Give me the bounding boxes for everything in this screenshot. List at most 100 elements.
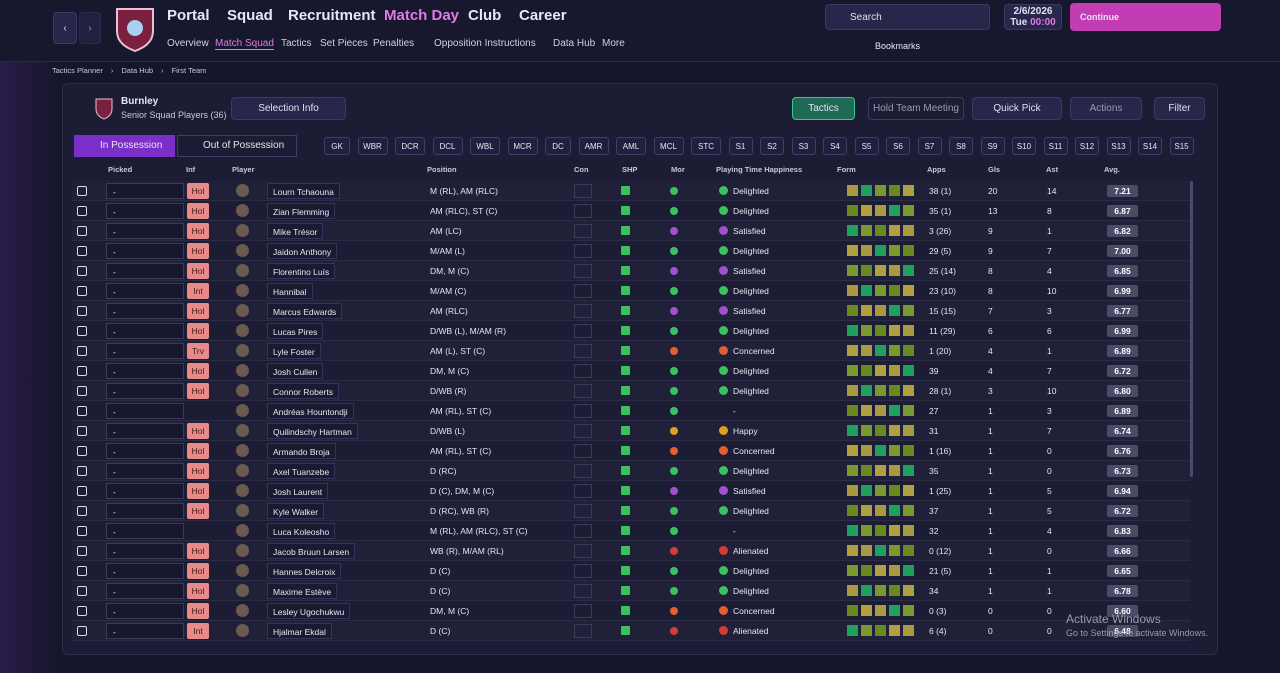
player-row[interactable]: - Hol Kyle Walker D (RC), WB (R) Delighted 37… xyxy=(72,501,1190,521)
menu-item[interactable]: Portal xyxy=(167,7,210,24)
player-name[interactable]: Lucas Pires xyxy=(267,323,324,339)
picked-select[interactable]: - xyxy=(106,443,184,459)
position-tab[interactable]: S4 xyxy=(823,137,847,155)
checkbox[interactable] xyxy=(77,326,87,336)
tab-active[interactable]: In Possession xyxy=(74,135,175,157)
checkbox[interactable] xyxy=(77,566,87,576)
menu-item[interactable]: Recruitment xyxy=(288,7,376,24)
player-name[interactable]: Connor Roberts xyxy=(267,383,340,399)
checkbox[interactable] xyxy=(77,446,87,456)
menu-item[interactable]: Career xyxy=(519,7,567,24)
player-row[interactable]: - Hol Josh Laurent D (C), DM, M (C) Satisfie… xyxy=(72,481,1190,501)
position-tab[interactable]: S3 xyxy=(791,137,816,155)
submenu-item[interactable]: Overview xyxy=(167,38,209,49)
checkbox[interactable] xyxy=(77,266,87,276)
player-name[interactable]: Axel Tuanzebe xyxy=(267,463,336,479)
player-name[interactable]: Lesley Ugochukwu xyxy=(267,603,351,619)
player-name[interactable]: Hjalmar Ekdal xyxy=(267,623,332,639)
checkbox[interactable] xyxy=(77,526,87,536)
submenu-item[interactable]: More xyxy=(602,38,625,49)
picked-select[interactable]: - xyxy=(106,343,184,359)
player-name[interactable]: Andréas Hountondji xyxy=(267,403,354,419)
player-name[interactable]: Jacob Bruun Larsen xyxy=(267,543,356,559)
checkbox[interactable] xyxy=(77,626,87,636)
picked-select[interactable]: - xyxy=(106,603,184,619)
picked-select[interactable]: - xyxy=(106,323,184,339)
picked-select[interactable]: - xyxy=(106,503,184,519)
bookmarks[interactable]: Bookmarks xyxy=(875,41,921,51)
tab[interactable]: Out of Possession xyxy=(177,135,297,157)
player-name[interactable]: Kyle Walker xyxy=(267,503,325,519)
checkbox[interactable] xyxy=(77,506,87,516)
checkbox[interactable] xyxy=(77,486,87,496)
back-button[interactable]: ‹ xyxy=(53,12,77,44)
position-tab[interactable]: S13 xyxy=(1106,137,1131,155)
player-row[interactable]: - Hol Mike Trésor AM (LC) Satisfied 3 (26) 9 1 6… xyxy=(72,221,1190,241)
player-row[interactable]: - Hol Armando Broja AM (RL), ST (C) Concerne… xyxy=(72,441,1190,461)
player-row[interactable]: - Hol Quilindschy Hartman D/WB (L) Happy 31 1 7… xyxy=(72,421,1190,441)
player-row[interactable]: - Andréas Hountondji AM (RL), ST (C) - 27 1 3 6… xyxy=(72,401,1190,421)
hold-meeting-button[interactable]: Hold Team Meeting xyxy=(868,97,964,120)
checkbox[interactable] xyxy=(77,306,87,316)
player-name[interactable]: Josh Cullen xyxy=(267,363,324,379)
checkbox[interactable] xyxy=(77,546,87,556)
player-row[interactable]: - Hol Maxime Estève D (C) Delighted 34 1 1 6.78 xyxy=(72,581,1190,601)
position-tab[interactable]: S1 xyxy=(728,137,753,155)
player-name[interactable]: Hannibal xyxy=(267,283,313,299)
quick-pick-button[interactable]: Quick Pick xyxy=(972,97,1062,120)
picked-select[interactable]: - xyxy=(106,283,184,299)
checkbox[interactable] xyxy=(77,406,87,416)
player-row[interactable]: - Hol Jaidon Anthony M/AM (L) Delighted 29 (5… xyxy=(72,241,1190,261)
checkbox[interactable] xyxy=(77,286,87,296)
player-row[interactable]: - Hol Lucas Pires D/WB (L), M/AM (R) Delight… xyxy=(72,321,1190,341)
player-row[interactable]: - Trv Lyle Foster AM (L), ST (C) Concerned 1 … xyxy=(72,341,1190,361)
picked-select[interactable]: - xyxy=(106,463,184,479)
actions-button[interactable]: Actions xyxy=(1070,97,1142,120)
position-tab[interactable]: WBR xyxy=(357,137,388,155)
checkbox[interactable] xyxy=(77,226,87,236)
submenu-item[interactable]: Opposition Instructions xyxy=(434,38,536,49)
position-tab[interactable]: GK xyxy=(324,137,350,155)
player-row[interactable]: - Hol Jacob Bruun Larsen WB (R), M/AM (RL) A… xyxy=(72,541,1190,561)
selection-info-button[interactable]: Selection Info xyxy=(231,97,346,120)
position-tab[interactable]: S14 xyxy=(1138,137,1162,155)
submenu-item[interactable]: Tactics xyxy=(281,38,312,49)
picked-select[interactable]: - xyxy=(106,383,184,399)
player-row[interactable]: - Luca Koleosho M (RL), AM (RLC), ST (C) - 3… xyxy=(72,521,1190,541)
filter-button[interactable]: Filter xyxy=(1154,97,1205,120)
player-name[interactable]: Zian Flemming xyxy=(267,203,336,219)
position-tab[interactable]: S8 xyxy=(949,137,973,155)
player-name[interactable]: Josh Laurent xyxy=(267,483,329,499)
position-tab[interactable]: DCR xyxy=(395,137,425,155)
checkbox[interactable] xyxy=(77,206,87,216)
picked-select[interactable]: - xyxy=(106,423,184,439)
position-tab[interactable]: S5 xyxy=(854,137,879,155)
position-tab[interactable]: S12 xyxy=(1075,137,1099,155)
picked-select[interactable]: - xyxy=(106,583,184,599)
player-row[interactable]: - Hol Josh Cullen DM, M (C) Delighted 39 4 7 6.7… xyxy=(72,361,1190,381)
checkbox[interactable] xyxy=(77,426,87,436)
player-name[interactable]: Luca Koleosho xyxy=(267,523,336,539)
checkbox[interactable] xyxy=(77,466,87,476)
breadcrumb-item[interactable]: First Team xyxy=(171,66,207,75)
checkbox[interactable] xyxy=(77,346,87,356)
player-name[interactable]: Lyle Foster xyxy=(267,343,321,359)
position-tab[interactable]: AML xyxy=(616,137,646,155)
position-tab[interactable]: MCR xyxy=(507,137,538,155)
player-name[interactable]: Marcus Edwards xyxy=(267,303,343,319)
player-row[interactable]: - Int Hannibal M/AM (C) Delighted 23 (10) 8 10 6… xyxy=(72,281,1190,301)
position-tab[interactable]: S11 xyxy=(1043,137,1068,155)
player-row[interactable]: - Hol Marcus Edwards AM (RLC) Satisfied 15 (1… xyxy=(72,301,1190,321)
menu-item[interactable]: Match Day xyxy=(384,7,460,24)
picked-select[interactable]: - xyxy=(106,243,184,259)
player-name[interactable]: Hannes Delcroix xyxy=(267,563,342,579)
player-row[interactable]: - Hol Axel Tuanzebe D (RC) Delighted 35 1 0 6.73 xyxy=(72,461,1190,481)
picked-select[interactable]: - xyxy=(106,183,184,199)
position-tab[interactable]: S15 xyxy=(1169,137,1194,155)
picked-select[interactable]: - xyxy=(106,543,184,559)
menu-item[interactable]: Club xyxy=(468,7,502,24)
forward-button[interactable]: › xyxy=(79,12,101,44)
picked-select[interactable]: - xyxy=(106,303,184,319)
continue-button[interactable]: Continue xyxy=(1070,3,1221,31)
player-row[interactable]: - Hol Hannes Delcroix D (C) Delighted 21 (5) 1… xyxy=(72,561,1190,581)
